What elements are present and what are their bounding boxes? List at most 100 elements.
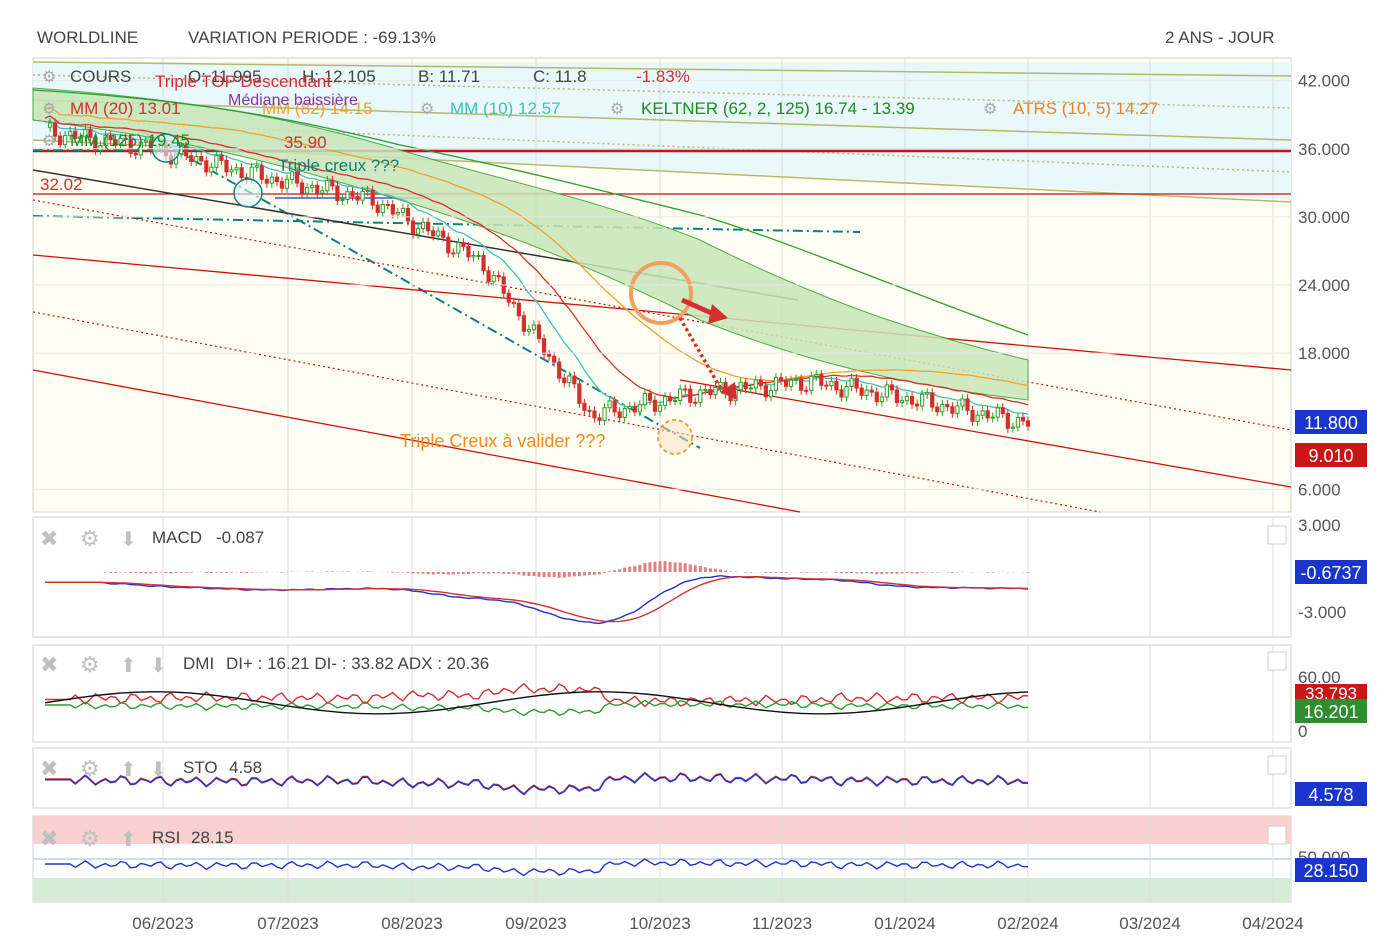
macd-tick-bottom: -3.000 [1298,603,1346,622]
sto-badge [1295,782,1367,806]
sto-checkbox[interactable] [1267,755,1287,775]
arrow-down-icon: ⬇ [120,529,137,551]
candle-body [113,139,118,146]
macd-histogram-bar [804,572,808,573]
macd-tick-top: 3.000 [1298,516,1341,535]
candle-body [879,396,884,403]
macd-histogram-bar [209,572,213,573]
macd-histogram-bar [471,572,475,574]
rsi-overbought-zone [33,816,1291,844]
sto-value: 4.58 [229,758,262,777]
candle-body [824,384,829,387]
macd-histogram-bar [466,572,470,575]
gear-icon: ⚙ [42,101,56,118]
gear-icon: ⚙ [80,826,100,851]
legend-atrs: ATRS (10, 5) 14.27 [1013,99,1158,118]
legend-mm20: MM (20) 13.01 [70,99,181,118]
macd-histogram-bar [482,572,486,574]
candle-body [980,410,985,416]
candle-body [773,377,779,391]
x-tick-label: 06/2023 [132,914,193,933]
candle-body [63,135,68,146]
macd-histogram-bar [718,569,722,572]
candle-body [340,198,345,202]
candle-body [199,155,204,162]
macd-histogram-bar [744,572,748,573]
candle-body [1015,416,1021,428]
macd-histogram-bar [552,572,556,578]
candle-body [637,404,642,413]
mm20-line [44,115,1029,406]
x-tick-label: 10/2023 [629,914,690,933]
macd-checkbox[interactable] [1267,525,1287,545]
candle-body [657,404,663,412]
macd-histogram-bar [174,572,178,573]
macd-badge-value: -0.6737 [1300,563,1361,583]
candle-body [466,245,471,258]
gear-icon: ⚙ [983,101,997,118]
candle-body [572,375,577,385]
candle-body [632,405,637,413]
candle-body [184,145,189,157]
candle-body [758,379,763,387]
candle-body [738,381,743,391]
macd-histogram-bar [764,572,768,573]
candle-body [264,178,269,184]
candle-body [904,395,910,402]
gear-icon: ⚙ [80,526,100,551]
candle-body [642,393,647,406]
candle-body [476,255,481,258]
candle-body [224,159,229,173]
rsi-checkbox[interactable] [1267,825,1287,845]
candle-body [194,155,199,162]
close-icon: ✖ [40,826,58,851]
close-icon: ✖ [40,652,58,677]
macd-histogram-bar [245,572,249,574]
candle-body [799,378,804,391]
annotation-triple-top: Triple TOP Descendant [155,72,331,91]
legend-mm82: MM (82) 14.15 [262,99,373,118]
macd-toolbar[interactable]: ✖ ⚙ ⬇ [40,526,137,551]
candle-body [456,242,461,254]
sto-toolbar[interactable]: ✖ ⚙ ⬆ ⬇ [40,756,167,781]
candle-body [128,139,133,154]
macd-histogram-bar [532,572,536,577]
macd-histogram-bar [431,572,435,575]
macd-histogram-bar [421,572,425,574]
annotation-35-90: 35.90 [284,133,327,152]
candle-body [219,154,224,161]
macd-histogram-bar [930,572,934,573]
macd-histogram-bar [880,572,884,575]
candle-body [229,169,234,173]
candle-body [950,406,955,414]
macd-histogram-bar [587,572,591,575]
macd-histogram-bar [749,572,753,573]
candle-body [254,165,259,168]
macd-histogram-bar [860,572,864,574]
candle-body [350,191,355,197]
annotation-32-02: 32.02 [40,175,83,194]
legend-gear-icons[interactable]: ⚙ ⚙ ⚙ ⚙ ⚙ ⚙ [42,69,997,150]
period-selector[interactable]: 2 ANS - JOUR [1165,28,1275,47]
gear-icon: ⚙ [42,133,56,150]
x-tick-label: 02/2024 [997,914,1058,933]
candle-body [960,398,965,407]
macd-histogram-bar [819,572,823,573]
candle-body [995,407,1000,418]
dmi-checkbox[interactable] [1267,651,1287,671]
dmi-toolbar[interactable]: ✖ ⚙ ⬆ ⬇ [40,652,167,677]
macd-histogram-bar [154,572,158,573]
macd-histogram-bar [144,572,148,574]
candle-body [592,410,597,419]
macd-histogram-bar [426,572,430,575]
candle-body [143,140,148,143]
teal-dashdot-horizontal [32,215,861,233]
candle-body [920,393,925,407]
candle-body [47,122,53,128]
candle-body [935,406,940,413]
candle-body [794,378,799,381]
macd-histogram-bar [618,569,622,572]
rsi-toolbar[interactable]: ✖ ⚙ ⬆ [40,826,137,851]
candle-body [365,189,370,192]
